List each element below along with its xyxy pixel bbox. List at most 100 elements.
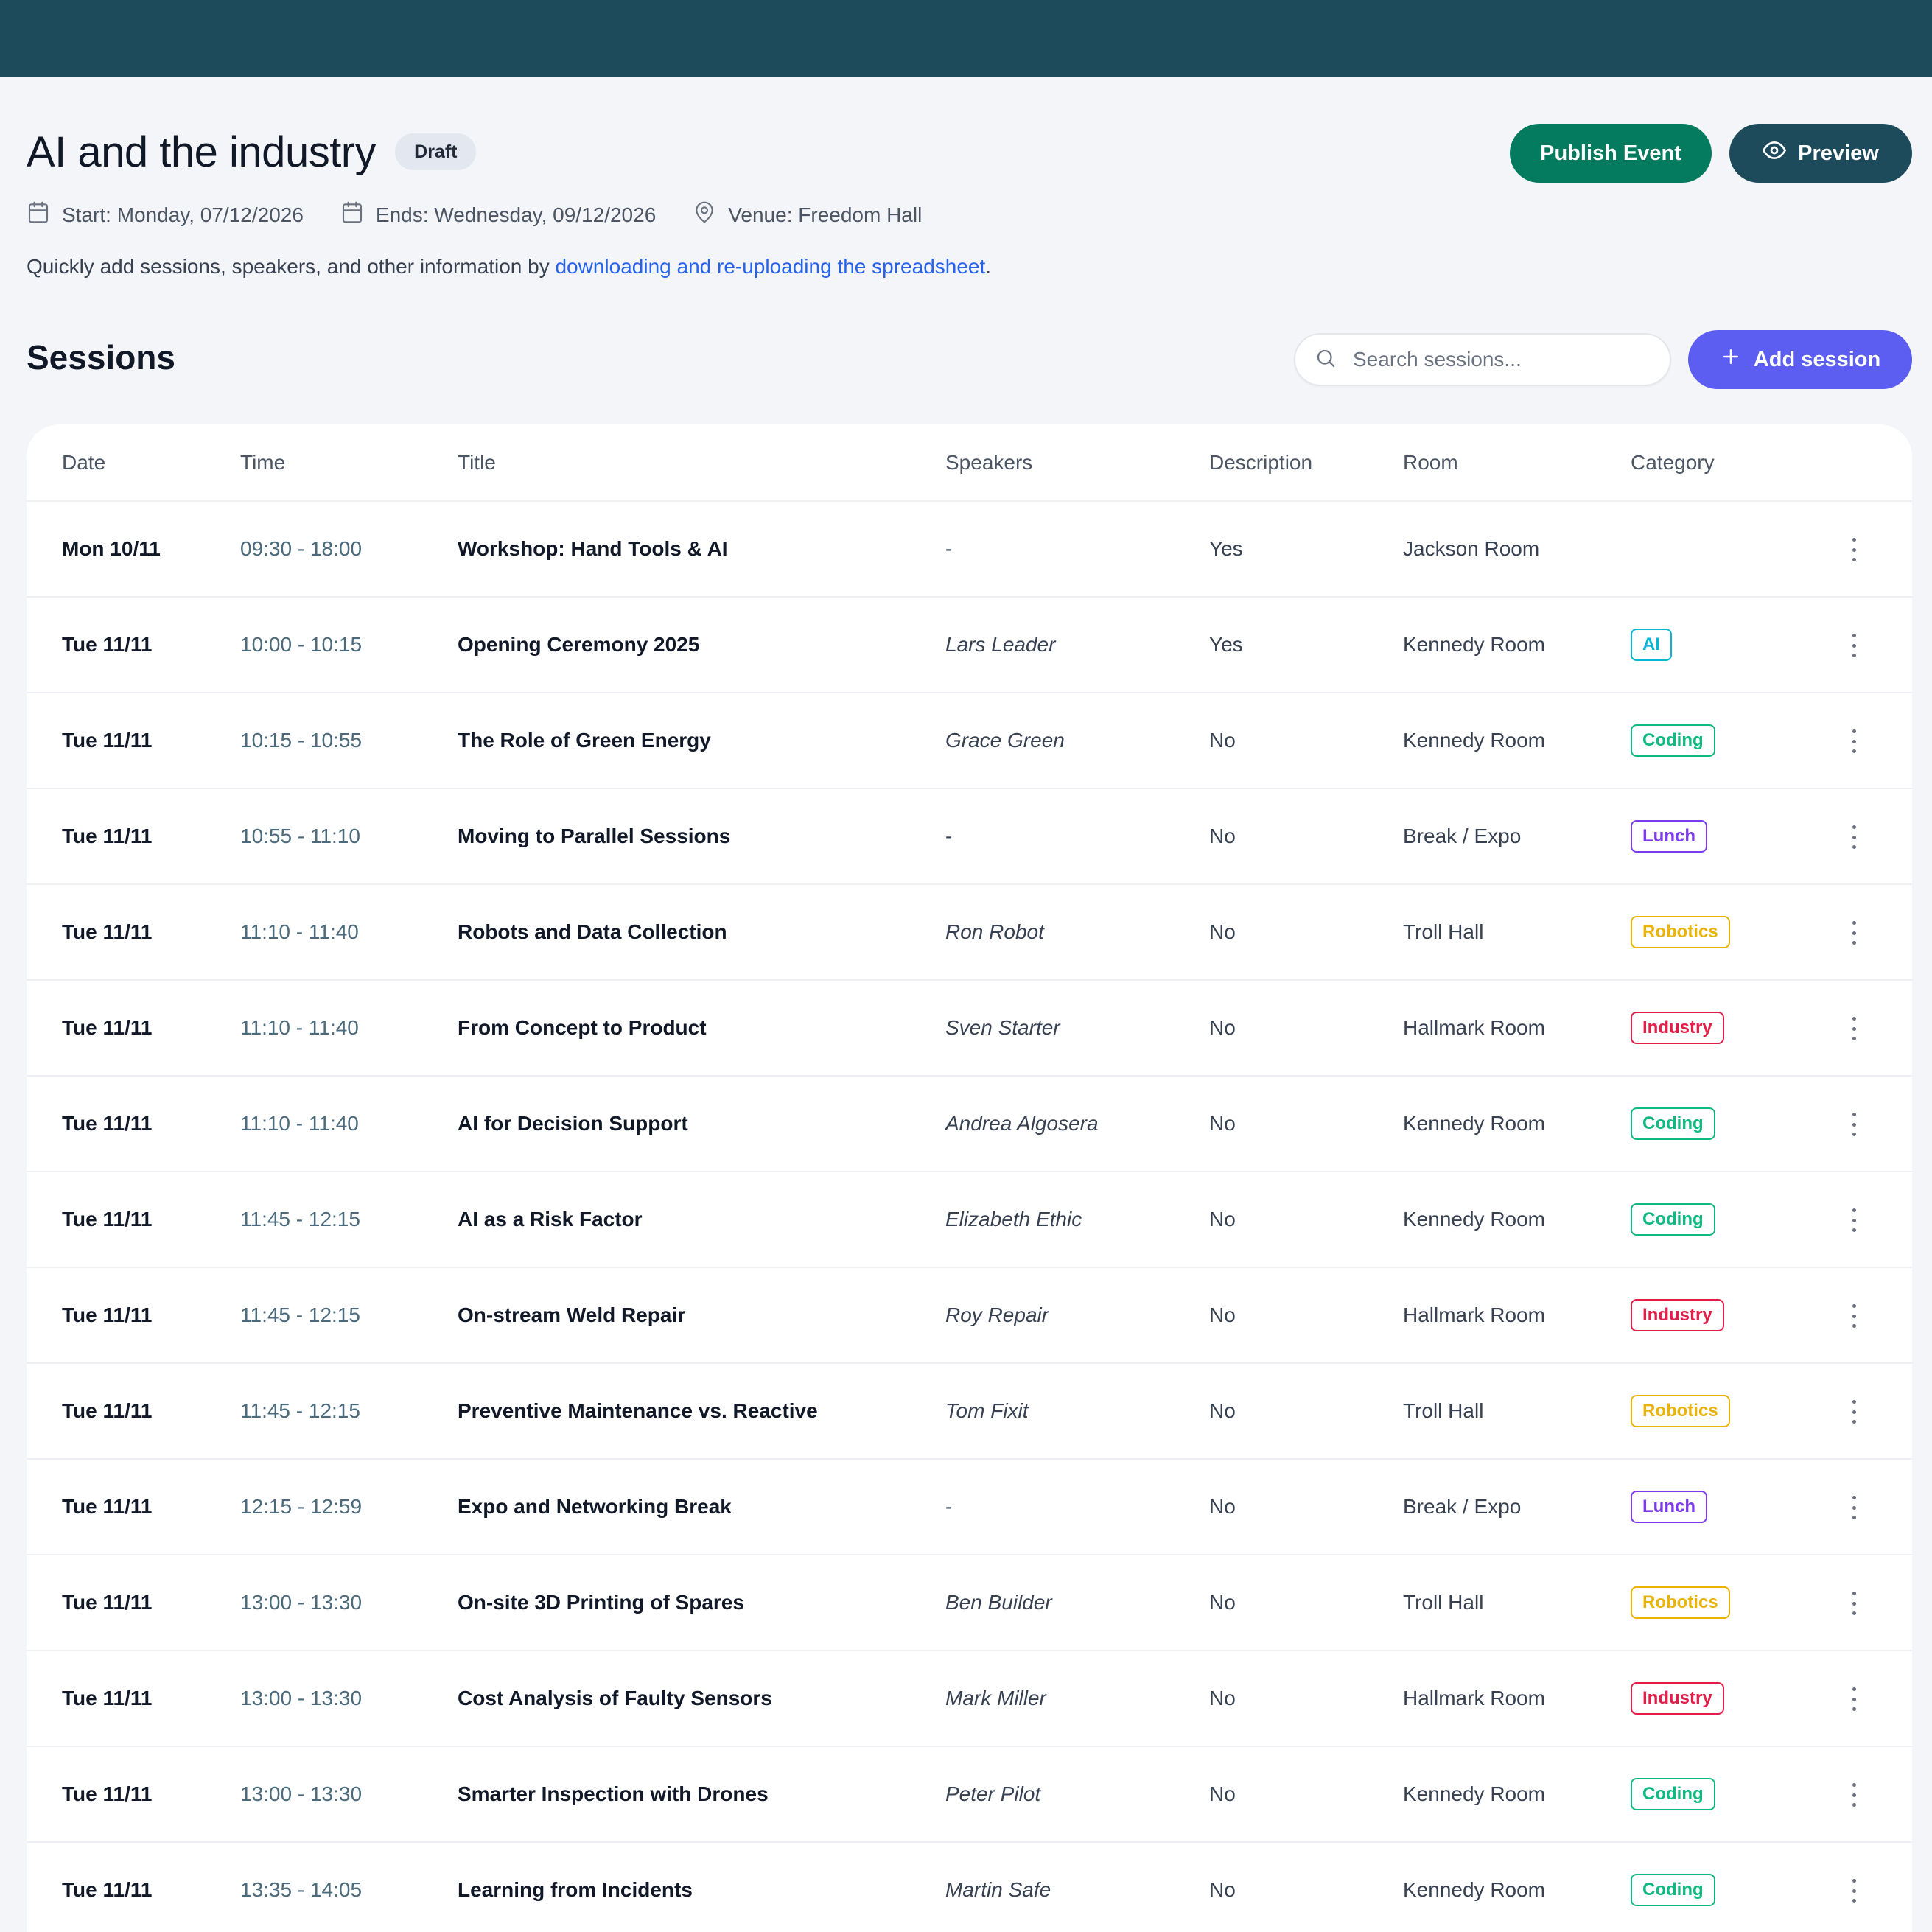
column-header-category[interactable]: Category — [1631, 451, 1715, 474]
session-time: 11:45 - 12:15 — [240, 1303, 360, 1326]
table-header: Date Time Title Speakers Description Roo… — [27, 424, 1912, 502]
session-time: 13:00 - 13:30 — [240, 1687, 363, 1709]
table-row[interactable]: Tue 11/11 11:45 - 12:15 AI as a Risk Facto… — [27, 1172, 1912, 1268]
session-description: Yes — [1209, 537, 1243, 560]
session-title: On-stream Weld Repair — [458, 1303, 686, 1326]
session-title: Learning from Incidents — [458, 1878, 693, 1901]
category-badge: Robotics — [1631, 916, 1730, 948]
session-time: 10:00 - 10:15 — [240, 633, 363, 656]
category-badge: Coding — [1631, 1203, 1715, 1236]
table-row[interactable]: Tue 11/11 13:35 - 14:05 Learning from Inci… — [27, 1843, 1912, 1932]
table-row[interactable]: Tue 11/11 11:45 - 12:15 On-stream Weld Rep… — [27, 1268, 1912, 1364]
spreadsheet-link[interactable]: downloading and re-uploading the spreads… — [555, 255, 986, 278]
session-date: Tue 11/11 — [62, 920, 153, 943]
more-vertical-icon[interactable] — [1845, 727, 1863, 756]
table-row[interactable]: Tue 11/11 13:00 - 13:30 Smarter Inspection… — [27, 1747, 1912, 1843]
more-vertical-icon[interactable] — [1845, 1301, 1863, 1331]
table-row[interactable]: Tue 11/11 11:10 - 11:40 AI for Decision Su… — [27, 1077, 1912, 1172]
more-vertical-icon[interactable] — [1845, 1493, 1863, 1522]
session-room: Kennedy Room — [1403, 1782, 1546, 1805]
table-row[interactable]: Mon 10/11 09:30 - 18:00 Workshop: Hand Too… — [27, 502, 1912, 598]
session-description: Yes — [1209, 633, 1243, 656]
table-row[interactable]: Tue 11/11 13:00 - 13:30 On-site 3D Printin… — [27, 1555, 1912, 1651]
publish-event-button[interactable]: Publish Event — [1510, 124, 1712, 183]
more-vertical-icon[interactable] — [1845, 1014, 1863, 1043]
session-room: Troll Hall — [1403, 1591, 1484, 1614]
session-speakers: - — [945, 537, 953, 560]
column-header-title[interactable]: Title — [458, 451, 496, 474]
more-vertical-icon[interactable] — [1845, 918, 1863, 948]
more-vertical-icon[interactable] — [1845, 1397, 1863, 1427]
session-room: Kennedy Room — [1403, 633, 1546, 656]
session-description: No — [1209, 1878, 1236, 1901]
more-vertical-icon[interactable] — [1845, 1876, 1863, 1905]
session-room: Jackson Room — [1403, 537, 1540, 560]
more-vertical-icon[interactable] — [1845, 822, 1863, 852]
table-row[interactable]: Tue 11/11 10:15 - 10:55 The Role of Green … — [27, 693, 1912, 789]
table-row[interactable]: Tue 11/11 11:10 - 11:40 Robots and Data Co… — [27, 885, 1912, 981]
category-badge: Coding — [1631, 1874, 1715, 1906]
session-description: No — [1209, 1016, 1236, 1039]
preview-button[interactable]: Preview — [1729, 124, 1912, 183]
session-date: Tue 11/11 — [62, 1303, 153, 1326]
session-time: 11:45 - 12:15 — [240, 1399, 360, 1422]
session-speakers: Grace Green — [945, 729, 1065, 752]
session-title: AI for Decision Support — [458, 1112, 688, 1135]
category-badge: Industry — [1631, 1012, 1724, 1044]
table-row[interactable]: Tue 11/11 11:10 - 11:40 From Concept to Pr… — [27, 981, 1912, 1077]
add-session-button[interactable]: Add session — [1688, 330, 1912, 389]
publish-event-label: Publish Event — [1540, 141, 1681, 165]
session-date: Tue 11/11 — [62, 1399, 153, 1422]
table-row[interactable]: Tue 11/11 12:15 - 12:59 Expo and Networkin… — [27, 1460, 1912, 1555]
search-input[interactable] — [1353, 348, 1648, 371]
table-row[interactable]: Tue 11/11 11:45 - 12:15 Preventive Mainten… — [27, 1364, 1912, 1460]
session-title: Cost Analysis of Faulty Sensors — [458, 1687, 772, 1709]
session-time: 13:00 - 13:30 — [240, 1782, 363, 1805]
session-date: Tue 11/11 — [62, 1591, 153, 1614]
session-room: Break / Expo — [1403, 1495, 1522, 1518]
more-vertical-icon[interactable] — [1845, 1780, 1863, 1810]
more-vertical-icon[interactable] — [1845, 1205, 1863, 1235]
session-date: Tue 11/11 — [62, 1112, 153, 1135]
session-date: Tue 11/11 — [62, 633, 153, 656]
column-header-description[interactable]: Description — [1209, 451, 1313, 474]
venue: Venue: Freedom Hall — [693, 200, 922, 229]
session-room: Kennedy Room — [1403, 1208, 1546, 1231]
category-badge: Coding — [1631, 724, 1715, 757]
search-icon — [1315, 347, 1337, 373]
plus-icon — [1720, 346, 1742, 374]
session-speakers: Lars Leader — [945, 633, 1056, 656]
more-vertical-icon[interactable] — [1845, 1684, 1863, 1714]
session-date: Tue 11/11 — [62, 1687, 153, 1709]
table-row[interactable]: Tue 11/11 10:55 - 11:10 Moving to Parallel… — [27, 789, 1912, 885]
search-sessions[interactable] — [1294, 333, 1671, 386]
session-room: Troll Hall — [1403, 1399, 1484, 1422]
table-row[interactable]: Tue 11/11 10:00 - 10:15 Opening Ceremony 2… — [27, 598, 1912, 693]
helper-suffix: . — [985, 255, 992, 278]
session-time: 10:15 - 10:55 — [240, 729, 363, 752]
session-speakers: Elizabeth Ethic — [945, 1208, 1082, 1231]
column-header-room[interactable]: Room — [1403, 451, 1458, 474]
session-speakers: Ron Robot — [945, 920, 1044, 943]
session-room: Kennedy Room — [1403, 729, 1546, 752]
add-session-label: Add session — [1753, 347, 1881, 371]
column-header-date[interactable]: Date — [62, 451, 106, 474]
session-speakers: Tom Fixit — [945, 1399, 1029, 1422]
more-vertical-icon[interactable] — [1845, 535, 1863, 564]
more-vertical-icon[interactable] — [1845, 1110, 1863, 1139]
session-date: Tue 11/11 — [62, 729, 153, 752]
session-date: Tue 11/11 — [62, 1782, 153, 1805]
table-row[interactable]: Tue 11/11 13:00 - 13:30 Cost Analysis of F… — [27, 1651, 1912, 1747]
more-vertical-icon[interactable] — [1845, 1589, 1863, 1618]
venue-text: Venue: Freedom Hall — [728, 203, 923, 226]
session-title: Smarter Inspection with Drones — [458, 1782, 769, 1805]
column-header-speakers[interactable]: Speakers — [945, 451, 1033, 474]
column-header-time[interactable]: Time — [240, 451, 286, 474]
session-title: Opening Ceremony 2025 — [458, 633, 700, 656]
session-title: The Role of Green Energy — [458, 729, 711, 752]
calendar-icon — [340, 200, 364, 229]
session-speakers: Martin Safe — [945, 1878, 1051, 1901]
session-time: 13:35 - 14:05 — [240, 1878, 363, 1901]
more-vertical-icon[interactable] — [1845, 631, 1863, 660]
map-pin-icon — [693, 200, 716, 229]
